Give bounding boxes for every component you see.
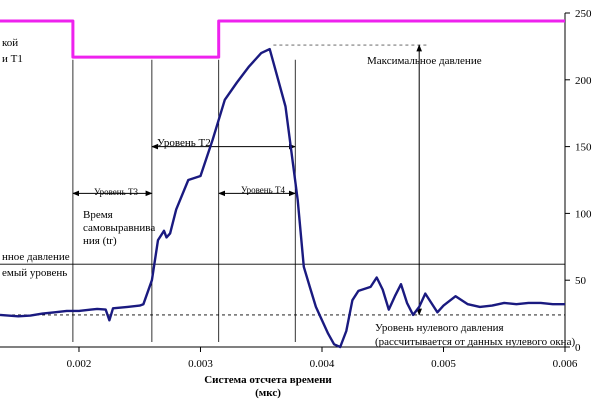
reference-lines (0, 44, 565, 316)
y-tick-label: 50 (575, 275, 587, 287)
time-label-line3: ния (tr) (83, 235, 117, 247)
data-series (0, 19, 565, 349)
max-pressure-label: Максимальное давление (367, 55, 482, 67)
time-label-line2: самовыравнива (83, 222, 155, 234)
y-tick-label: 200 (575, 75, 592, 87)
x-tick-label: 0.004 (310, 358, 335, 370)
interval-markers (72, 44, 422, 342)
zero-level-label-line1: Уровень нулевого давления (375, 322, 504, 334)
t4-label: Уровень Т4 (241, 185, 285, 195)
x-tick-label: 0.003 (188, 358, 213, 370)
x-tick-label: 0.002 (67, 358, 92, 370)
t1-label-line2: и Т1 (2, 53, 23, 65)
t3-label: Уровень Т3 (94, 187, 138, 197)
left-label-line2: емый уровень (2, 267, 67, 279)
zero-level-label-line2: (рассчитывается от данных нулевого окна) (375, 336, 575, 348)
axis-ticks: 0.002 0.003 0.004 0.005 0.006 0 50 100 150 200 250 (67, 8, 592, 370)
pressure-series-line (0, 47, 565, 349)
x-tick-label: 0.006 (553, 358, 578, 370)
y-tick-label: 100 (575, 208, 592, 220)
x-axis-label: Система отсчета времени (204, 374, 332, 386)
x-tick-label: 0.005 (431, 358, 456, 370)
y-tick-label: 150 (575, 142, 592, 154)
t1-label-line1: кой (2, 37, 18, 49)
time-label-line1: Время (83, 209, 113, 221)
x-axis-unit: (мкс) (255, 387, 281, 399)
y-tick-label: 0 (575, 342, 581, 354)
y-tick-label: 250 (575, 8, 592, 20)
t2-label: Уровень Т2 (157, 137, 211, 149)
left-label-line1: нное давление (2, 251, 70, 263)
level-series-line (0, 19, 565, 59)
